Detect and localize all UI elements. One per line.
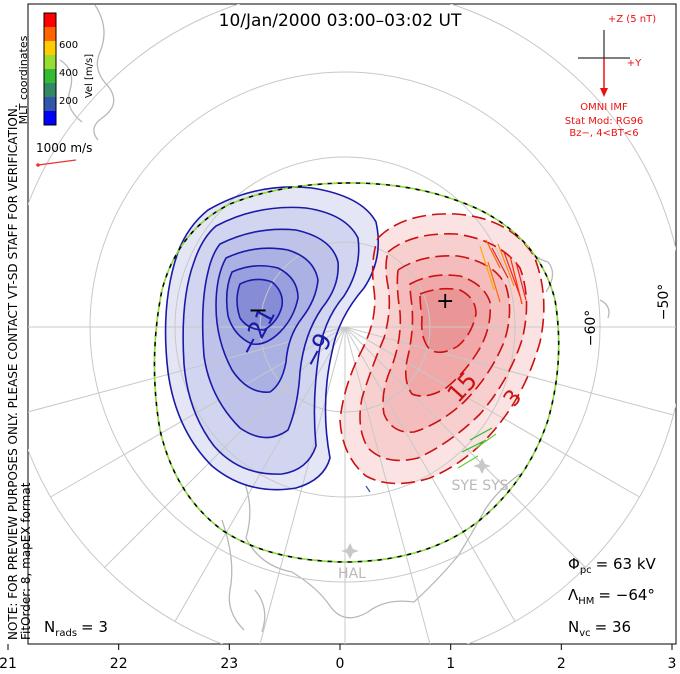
max-potential-marker: + [436,289,454,314]
coastline [254,589,266,633]
colorbar-outline [43,12,57,126]
colorbar: 600 400 200 Vel [m/s] [43,12,95,126]
hm-boundary [153,182,560,563]
note-line1: NOTE: FOR PREVIEW PURPOSES ONLY. PLEASE … [6,104,20,640]
colorbar-tick-200: 200 [59,96,78,107]
contour-line [404,274,492,397]
stat-lambda-hm: ΛHM = −64° [568,586,655,607]
colorbar-swatch [44,13,56,28]
imf-y-label: +Y [627,58,642,69]
contour-line [225,264,299,346]
contour-line [236,278,284,331]
x-tick-label: 1 [446,656,455,672]
coastline [221,519,245,631]
colorbar-tick-400: 400 [59,68,78,79]
contour-line [382,254,511,433]
imf-dial: +Z (5 nT) +Y OMNI IMF Stat Mod: RG96 Bz−… [565,14,656,139]
vector [497,243,515,287]
coastline [93,4,115,141]
stat-n-rads: Nrads = 3 [44,618,108,639]
x-tick-label: 21 [0,656,17,672]
station-markers [341,458,491,559]
imf-model-line1: Stat Mod: RG96 [565,116,644,127]
x-tick-label: 22 [110,656,128,672]
vector [509,255,523,305]
mlt-axis: 21 22 23 0 1 2 3 [0,644,676,672]
imf-arrow-head [600,88,608,97]
coords-label: MLT coordinates [17,35,30,124]
imf-z-label: +Z (5 nT) [608,14,656,25]
contour-line [182,206,360,475]
colorbar-tick-600: 600 [59,40,78,51]
vector [491,247,509,279]
vector-scale: 1000 m/s [36,141,92,167]
colorbar-swatch [44,55,56,70]
vector [515,261,527,301]
x-tick-label: 0 [336,656,345,672]
note-line2: FitOrder: 8, mapEX format [19,482,33,640]
station-label-hal: HAL [338,566,366,582]
stat-n-vc: Nvc = 36 [568,618,631,639]
meridian-3 [344,326,586,568]
vector [469,427,493,441]
coastlines [59,4,610,633]
stat-phi-pc: Φpc = 63 kV [568,555,657,576]
vector-scale-label: 1000 m/s [36,141,92,155]
imf-source: OMNI IMF [580,102,628,113]
contour-line [201,228,339,439]
contour-line [339,213,545,485]
x-tick-label: 23 [220,656,238,672]
velocity-vectors [365,239,527,493]
plot-frame [27,3,677,645]
vector [461,439,487,453]
meridian-4 [344,326,640,498]
lat-label-50: −50° [656,284,672,321]
coastline [59,59,83,123]
vector [503,251,521,297]
coastline [599,299,610,319]
hm-boundary-green [153,182,560,563]
meridian-1 [344,326,431,644]
colorbar-swatch [44,83,56,98]
vector [365,485,371,493]
contour-line [215,247,319,393]
x-tick-label: 3 [668,656,677,672]
station-star-hal [341,543,359,559]
colorbar-swatch [44,111,56,126]
contour-line [164,186,380,491]
vector-scale-dot [36,163,40,167]
vector [487,261,501,303]
vector-scale-line [37,159,77,166]
vector [475,433,497,449]
mlt-meridians [28,326,676,644]
meridian-2 [344,326,516,622]
vector [479,245,495,291]
colorbar-label: Vel [m/s] [84,54,95,98]
positive-cell [340,213,544,484]
station-label-sye-sys: SYE SYS [451,478,508,494]
vector [457,455,479,469]
colorbar-swatch [44,69,56,84]
colorbar-swatch [44,41,56,56]
negative-contours [164,186,380,491]
station-star-sye [473,458,491,474]
stats-block: Φpc = 63 kV ΛHM = −64° Nvc = 36 Nrads = 3 [44,555,657,639]
contour-line [419,287,477,354]
vector [485,239,501,269]
meridian-21 [104,326,346,568]
imf-model-line2: Bz−, 4<BT<6 [569,128,638,139]
lat-label-60: −60° [583,310,599,347]
meridian-20 [50,326,346,498]
min-potential-marker: − [248,296,268,324]
contour-line [359,233,528,462]
colorbar-swatches [44,13,56,126]
chart-title: 10/Jan/2000 03:00–03:02 UT [219,11,462,31]
colorbar-swatch [44,27,56,42]
meridian-23 [259,326,346,644]
colorbar-swatch [44,97,56,112]
x-tick-label: 2 [557,656,566,672]
positive-contours [339,213,545,485]
